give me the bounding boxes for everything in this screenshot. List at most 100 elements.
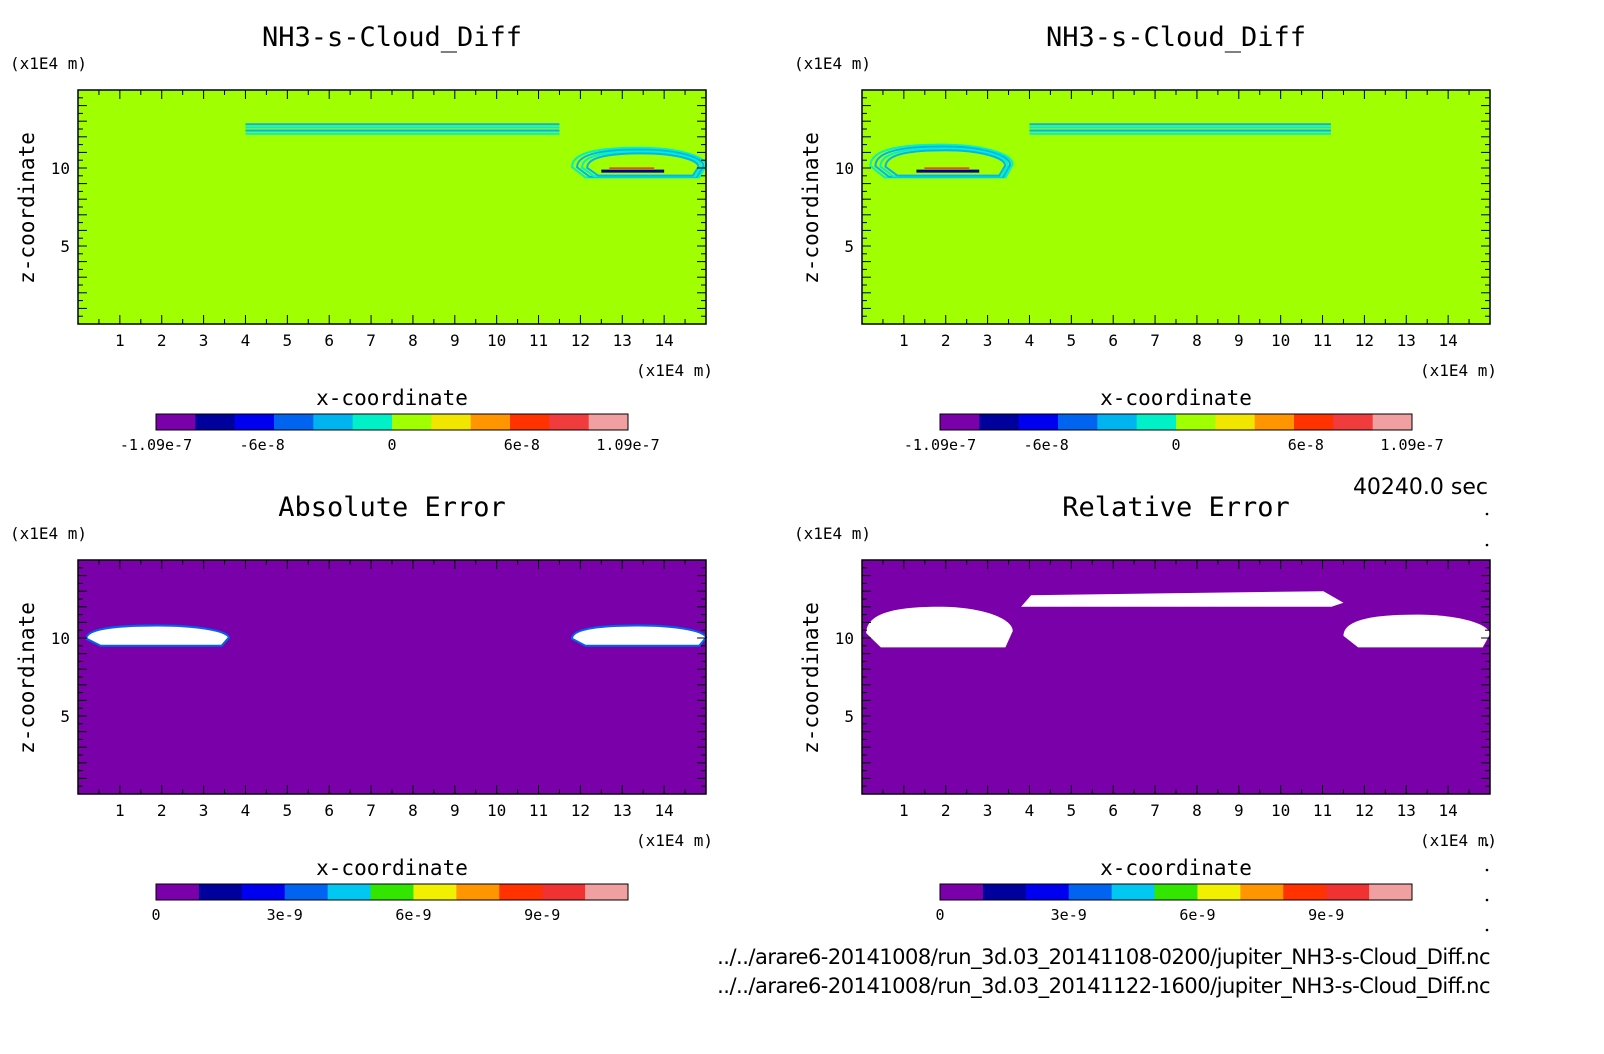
x-tick-label: 4 xyxy=(241,331,251,350)
colorbar-tick-label: -1.09e-7 xyxy=(120,436,192,454)
panel-diff-right: NH3-s-Cloud_Diff (x1E4 m) 1 2 3 4 5 6 7 8 9 10 11 1… xyxy=(794,22,1497,454)
colorbar-cell xyxy=(588,414,629,430)
x-tick-label: 2 xyxy=(941,331,951,350)
colorbar-cell xyxy=(1154,884,1198,900)
x-tick-label: 13 xyxy=(1397,801,1416,820)
panel-absolute-error: Absolute Error (x1E4 m) 1 2 3 4 5 6 7 8 9 10 11 12 1… xyxy=(10,492,713,924)
y-tick-label: 10 xyxy=(51,159,70,178)
colorbar-cell xyxy=(1058,414,1098,430)
colorbar-cell xyxy=(413,884,457,900)
colorbar: 0 3e-9 6e-9 9e-9 xyxy=(151,883,629,924)
colorbar-tick-label: 0 xyxy=(151,906,160,924)
contour-line xyxy=(874,145,1012,178)
y-tick-label: 10 xyxy=(835,629,854,648)
x-tick-label: 3 xyxy=(983,331,993,350)
colorbar-cell xyxy=(284,884,329,900)
colorbar: -1.09e-7 -6e-8 0 6e-8 1.09e-7 xyxy=(120,413,660,454)
colorbar-cell xyxy=(1111,884,1156,900)
colorbar-cell xyxy=(1294,414,1334,430)
x-tick-label: 5 xyxy=(1067,331,1077,350)
colorbar-cell xyxy=(542,884,586,900)
colorbar-cell xyxy=(1326,884,1370,900)
colorbar-tick-label: 6e-9 xyxy=(1179,906,1215,924)
contour-line xyxy=(869,143,1014,179)
panel-title: NH3-s-Cloud_Diff xyxy=(1046,22,1306,53)
colorbar-tick-label: 6e-9 xyxy=(395,906,431,924)
plot-background xyxy=(862,90,1490,324)
y-axis-label: z-coordinate xyxy=(799,602,823,754)
x-tick-label: 12 xyxy=(1355,331,1374,350)
colorbar-cell xyxy=(1369,884,1413,900)
x-tick-label: 6 xyxy=(1108,801,1118,820)
x-tick-label: 14 xyxy=(655,801,674,820)
x-tick-label: 14 xyxy=(1439,801,1458,820)
x-tick-label: 2 xyxy=(157,331,167,350)
x-unit-label: (x1E4 m) xyxy=(1420,831,1497,850)
x-tick-label: 9 xyxy=(1234,801,1244,820)
x-tick-label: 2 xyxy=(941,801,951,820)
x-unit-label: (x1E4 m) xyxy=(1420,361,1497,380)
panel-title: Relative Error xyxy=(1062,492,1290,523)
colorbar-tick-label: 0 xyxy=(387,436,396,454)
colorbar-cell xyxy=(470,414,511,430)
colorbar-cell xyxy=(313,414,354,430)
panel-relative-error: Relative Error (x1E4 m) 1 2 3 4 5 6 7 8 9 10 11 12 1… xyxy=(794,492,1497,924)
colorbar-cell xyxy=(1240,884,1284,900)
x-tick-label: 14 xyxy=(655,331,674,350)
x-tick-label: 11 xyxy=(529,801,548,820)
x-tick-label: 13 xyxy=(613,331,632,350)
x-tick-label: 7 xyxy=(1150,801,1160,820)
colorbar-cell xyxy=(982,884,1027,900)
y-tick-label: 5 xyxy=(844,707,854,726)
colorbar-frame xyxy=(939,883,1413,901)
panel-title: NH3-s-Cloud_Diff xyxy=(262,22,522,53)
x-tick-label: 9 xyxy=(450,801,460,820)
x-tick-label: 5 xyxy=(1067,801,1077,820)
y-axis-label: z-coordinate xyxy=(15,132,39,284)
x-tick-label: 9 xyxy=(450,331,460,350)
x-tick-label: 12 xyxy=(571,331,590,350)
x-tick-label: 11 xyxy=(1313,331,1332,350)
x-tick-label: 1 xyxy=(115,801,125,820)
colorbar-cell xyxy=(1018,414,1059,430)
colorbar-cell xyxy=(585,884,629,900)
colorbar-cell xyxy=(549,414,590,430)
colorbar-tick-label: 3e-9 xyxy=(1051,906,1087,924)
colorbar-cell xyxy=(327,884,372,900)
y-axis-label: z-coordinate xyxy=(799,132,823,284)
x-tick-label: 1 xyxy=(115,331,125,350)
error-region xyxy=(85,624,230,647)
colorbar: 0 3e-9 6e-9 9e-9 xyxy=(935,883,1413,924)
x-tick-label: 8 xyxy=(1192,331,1202,350)
y-tick-label: 10 xyxy=(51,629,70,648)
panel-diff-left: NH3-s-Cloud_Diff (x1E4 m) 1 2 3 4 5 6 7 8 9 10 11 1… xyxy=(10,22,713,454)
colorbar-cell xyxy=(510,414,550,430)
margin-dots xyxy=(1485,512,1489,932)
file-path-1: ../../arare6-20141008/run_3d.03_20141108… xyxy=(717,945,1490,969)
y-tick-label: 5 xyxy=(844,237,854,256)
time-label: 40240.0 sec xyxy=(1353,475,1488,500)
colorbar-cell xyxy=(1068,884,1113,900)
x-tick-label: 3 xyxy=(199,801,209,820)
colorbar-cell xyxy=(1372,414,1413,430)
colorbar-tick-label: 1.09e-7 xyxy=(596,436,659,454)
x-tick-label: 4 xyxy=(241,801,251,820)
x-tick-label: 11 xyxy=(529,331,548,350)
colorbar-cell xyxy=(274,414,314,430)
x-tick-label: 4 xyxy=(1025,331,1035,350)
colorbar-tick-label: 6e-8 xyxy=(1288,436,1324,454)
x-tick-label: 13 xyxy=(1397,331,1416,350)
colorbar: -1.09e-7 -6e-8 0 6e-8 1.09e-7 xyxy=(904,413,1444,454)
plot-background xyxy=(78,90,706,324)
colorbar-cell xyxy=(979,414,1020,430)
panel-title: Absolute Error xyxy=(278,492,506,523)
x-tick-label: 14 xyxy=(1439,331,1458,350)
x-tick-label: 10 xyxy=(487,331,506,350)
colorbar-cell xyxy=(456,884,500,900)
y-tick-label: 5 xyxy=(60,237,70,256)
x-axis-label: x-coordinate xyxy=(316,386,468,410)
x-tick-label: 5 xyxy=(283,801,293,820)
x-axis-label: x-coordinate xyxy=(1100,386,1252,410)
colorbar-cell xyxy=(198,884,243,900)
